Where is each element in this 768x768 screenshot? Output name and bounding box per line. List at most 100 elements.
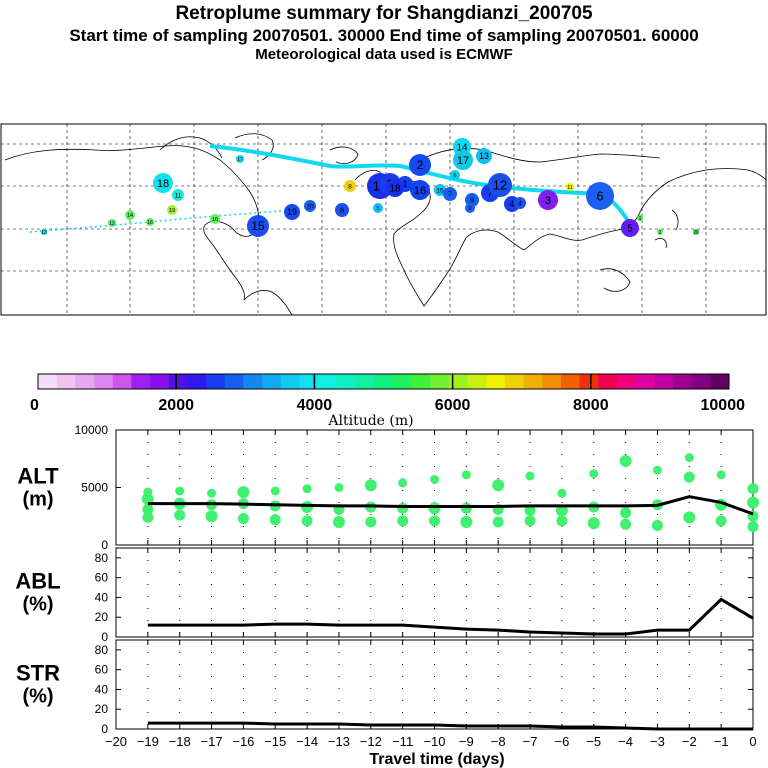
x-tick-label: −9 (459, 734, 474, 749)
colorbar-frame (37, 373, 730, 390)
altitude-scatter-point (141, 493, 154, 505)
altitude-scatter-point (747, 483, 759, 495)
plume-cluster: 20 (304, 200, 316, 212)
plume-cluster-label: 12 (493, 178, 507, 193)
plume-cluster-label: 8 (348, 183, 352, 190)
altitude-scatter-point (492, 479, 505, 492)
plume-cluster: 15 (247, 215, 269, 237)
plume-cluster-label: 15 (251, 219, 265, 233)
altitude-scatter-point (525, 471, 535, 481)
altitude-scatter-point (589, 469, 599, 479)
altitude-scatter-point (365, 516, 377, 528)
colorbar-swatch (374, 374, 394, 389)
altitude-scatter-point (332, 516, 345, 528)
plume-cluster-marker (304, 200, 316, 212)
plume-cluster-label: 16 (147, 220, 153, 226)
y-tick-label: 60 (95, 663, 109, 677)
colorbar-swatch (560, 374, 581, 389)
panel-frame (115, 639, 754, 730)
plume-cluster-marker (335, 203, 349, 217)
colorbar-swatch (635, 374, 655, 389)
colorbar-swatch (672, 374, 693, 389)
x-tick-label: −7 (523, 734, 538, 749)
x-tick-label: −16 (232, 734, 254, 749)
plume-cluster-label: 1 (639, 216, 642, 222)
plume-cluster: 12 (108, 219, 116, 227)
colorbar-swatch (206, 374, 226, 389)
colorbar-swatch (448, 374, 469, 389)
plume-cluster-label: 12 (109, 221, 115, 227)
altitude-scatter-point (683, 471, 695, 483)
altitude-scatter-point (269, 514, 281, 526)
plume-cluster-marker (236, 155, 244, 163)
altitude-scatter-point (715, 515, 727, 527)
colorbar-swatch (355, 374, 375, 389)
altitude-scatter-point (555, 504, 568, 517)
colorbar-swatch (392, 374, 413, 389)
plume-cluster-label: 9 (470, 196, 474, 205)
plume-cluster-marker (108, 219, 116, 227)
plume-cluster-label: 19 (287, 207, 297, 217)
altitude-scatter-point (334, 483, 344, 492)
plume-cluster-label: 20 (693, 230, 699, 236)
y-tick-label: 80 (95, 643, 109, 657)
y-tick-label: 0 (101, 538, 108, 552)
colorbar-swatch (187, 374, 207, 389)
plume-cluster-marker (409, 154, 431, 176)
plume-cluster-label: 6 (596, 189, 603, 204)
plume-cluster-marker (172, 189, 184, 201)
plume-cluster: 3 (538, 190, 558, 210)
plume-cluster-label: 15 (436, 187, 444, 194)
plume-cluster: 11 (172, 189, 184, 201)
altitude-scatter-point (397, 515, 409, 527)
plume-cluster: 6 (586, 182, 614, 210)
altitude-scatter-point (302, 484, 312, 494)
plume-cluster-label: 4 (510, 199, 515, 209)
colorbar-tick-label: 0 (30, 397, 39, 414)
altitude-median-line (147, 495, 754, 516)
plume-cluster: 8 (344, 180, 356, 192)
plume-cluster: 10 (210, 214, 220, 224)
plume-cluster-marker (450, 170, 460, 180)
altitude-scatter-point (430, 474, 439, 484)
x-tick-label: −10 (423, 734, 445, 749)
altitude-scatter-point (684, 453, 694, 463)
plume-secondary-track (29, 209, 291, 233)
altitude-scatter-point (652, 465, 662, 475)
x-tick-label: −15 (264, 734, 286, 749)
plume-cluster-label: 5 (376, 206, 379, 212)
colorbar-swatch (486, 374, 506, 389)
plume-cluster-label: 4 (518, 200, 522, 207)
colorbar-swatch (94, 374, 114, 389)
y-tick-label: 20 (95, 702, 109, 716)
plume-cluster: 8 (335, 203, 349, 217)
x-tick-label: −1 (714, 734, 729, 749)
plume-cluster-marker (167, 205, 177, 215)
plume-cluster: 13 (41, 229, 47, 236)
colorbar-swatch (299, 374, 319, 389)
altitude-scatter-point (143, 487, 153, 497)
altitude-scatter-point (460, 516, 473, 528)
plume-cluster: 12 (488, 173, 512, 197)
x-tick-label: −8 (491, 734, 506, 749)
colorbar-swatch (224, 374, 244, 389)
plume-cluster-marker (284, 204, 300, 220)
colorbar-tick-label: 4000 (297, 397, 333, 414)
colorbar-swatch (168, 374, 188, 389)
plume-cluster-marker (586, 182, 614, 210)
world-map (0, 123, 767, 316)
plume-cluster-label: 6 (453, 173, 456, 179)
altitude-scatter-point (364, 479, 377, 492)
y-tick-label: 40 (95, 590, 109, 604)
colorbar-swatch (598, 374, 618, 389)
plume-cluster: 1 (637, 215, 643, 222)
colorbar-swatch (56, 374, 76, 389)
x-tick-label: −20 (105, 734, 127, 749)
plume-cluster-marker (566, 183, 574, 191)
colorbar-swatch (336, 374, 356, 389)
colorbar-swatch (579, 374, 599, 389)
x-tick-label: −4 (618, 734, 633, 749)
plume-cluster-label: 18 (157, 178, 169, 190)
x-tick-label: −6 (554, 734, 569, 749)
